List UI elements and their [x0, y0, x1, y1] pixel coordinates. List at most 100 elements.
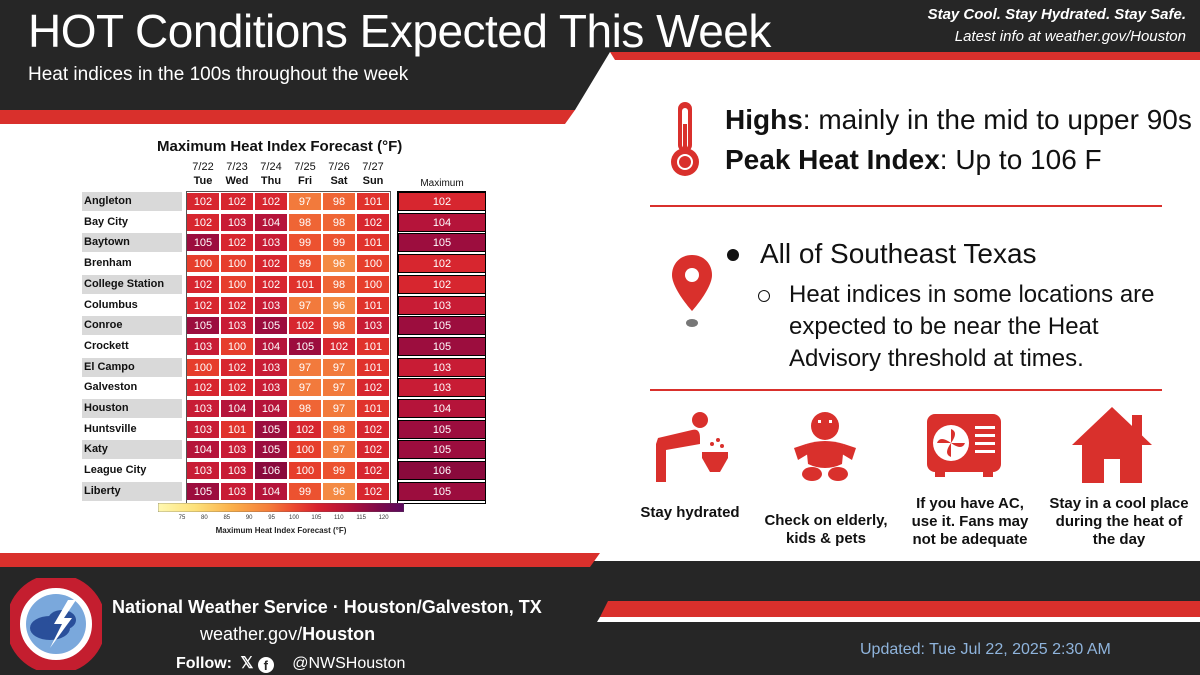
table-cell: 105	[254, 440, 288, 459]
column-date: 7/27	[362, 161, 384, 173]
legend-tick: 110	[334, 515, 344, 521]
table-cell: 103	[186, 399, 220, 418]
thermometer-icon	[671, 102, 699, 176]
table-cell: 104	[254, 213, 288, 232]
table-cell: 102	[220, 296, 254, 315]
highs-text: Highs: mainly in the mid to upper 90s	[725, 104, 1192, 136]
table-cell: 102	[220, 233, 254, 252]
table-title: Maximum Heat Index Forecast (°F)	[157, 138, 403, 155]
legend-tick: 75	[178, 515, 186, 521]
table-row-location: Galveston	[82, 378, 182, 397]
column-header: 7/26 Sat	[324, 160, 354, 188]
table-border	[186, 191, 391, 504]
table-row-location: Katy	[82, 440, 182, 459]
page-title: HOT Conditions Expected This Week	[28, 5, 771, 57]
table-max-cell: 102	[398, 192, 486, 211]
legend-tick: 95	[268, 515, 275, 521]
latest-info-link[interactable]: Latest info at weather.gov/Houston	[954, 28, 1186, 45]
table-cell: 102	[254, 254, 288, 273]
table-cell: 100	[356, 254, 390, 273]
table-cell: 99	[322, 233, 356, 252]
highs-label: Highs	[725, 104, 803, 135]
table-max-cell: 105	[398, 440, 486, 459]
water-fountain-icon	[656, 412, 728, 482]
column-header: 7/23 Wed	[222, 160, 252, 188]
column-day: Thu	[260, 175, 282, 187]
table-cell: 99	[322, 461, 356, 480]
legend-tick: 85	[223, 515, 231, 521]
table-cell: 104	[220, 399, 254, 418]
table-row-location: Liberty	[82, 482, 182, 501]
updated-timestamp: Updated: Tue Jul 22, 2025 2:30 AM	[860, 641, 1111, 658]
table-cell: 103	[220, 440, 254, 459]
table-cell: 102	[356, 420, 390, 439]
table-row-location: Conroe	[82, 316, 182, 335]
table-cell: 103	[254, 358, 288, 377]
table-cell: 102	[254, 192, 288, 211]
table-row-location: Crockett	[82, 337, 182, 356]
table-cell: 100	[220, 275, 254, 294]
office-name: National Weather Service · Houston/Galve…	[112, 597, 542, 617]
peak-label: Peak Heat Index	[725, 144, 940, 175]
table-max-cell: 104	[398, 213, 486, 232]
x-icon[interactable]: 𝕏	[240, 655, 254, 672]
table-cell: 97	[322, 378, 356, 397]
tip-label: Check on elderly, kids & pets	[764, 512, 888, 547]
table-cell: 103	[254, 233, 288, 252]
column-header: 7/27 Sun	[358, 160, 388, 188]
table-cell: 100	[288, 461, 322, 480]
table-cell: 105	[186, 316, 220, 335]
table-max-cell: 102	[398, 275, 486, 294]
table-cell: 98	[322, 420, 356, 439]
column-header: 7/22 Tue	[188, 160, 218, 188]
social-handle[interactable]: @NWSHouston	[292, 655, 406, 672]
table-cell: 106	[254, 461, 288, 480]
header-background	[0, 0, 1200, 125]
table-cell: 103	[186, 461, 220, 480]
table-cell: 100	[220, 254, 254, 273]
table-cell: 104	[254, 399, 288, 418]
table-cell: 102	[322, 337, 356, 356]
table-row-location: Baytown	[82, 233, 182, 252]
table-cell: 101	[356, 358, 390, 377]
column-day: Tue	[193, 175, 213, 187]
table-cell: 101	[356, 296, 390, 315]
bullet-dot	[727, 249, 739, 261]
legend-tick: 90	[245, 515, 253, 521]
table-cell: 98	[288, 399, 322, 418]
table-cell: 102	[186, 213, 220, 232]
table-cell: 103	[220, 461, 254, 480]
table-max-cell: 106	[398, 461, 486, 480]
column-date: 7/25	[294, 161, 316, 173]
legend-label: Maximum Heat Index Forecast (°F)	[215, 526, 347, 535]
table-cell: 102	[356, 378, 390, 397]
column-date: 7/22	[192, 161, 214, 173]
website-prefix: weather.gov/	[200, 624, 303, 644]
table-max-cell: 105	[398, 482, 486, 501]
column-date: 7/24	[260, 161, 282, 173]
table-row-location: League City	[82, 461, 182, 480]
max-column-border	[397, 191, 486, 504]
table-cell: 101	[220, 420, 254, 439]
table-cell: 98	[322, 275, 356, 294]
table-cell: 102	[220, 378, 254, 397]
table-cell: 101	[356, 192, 390, 211]
table-cell: 102	[288, 420, 322, 439]
table-cell: 97	[288, 192, 322, 211]
legend-tick: 100	[288, 515, 300, 521]
table-cell: 100	[288, 440, 322, 459]
facebook-icon[interactable]: f	[257, 657, 274, 673]
tip-label: Stay in a cool place during the heat of …	[1049, 495, 1189, 548]
table-cell: 103	[220, 213, 254, 232]
table-cell: 105	[288, 337, 322, 356]
location-pin-icon	[672, 255, 712, 327]
table-cell: 102	[220, 358, 254, 377]
website-link[interactable]: weather.gov/Houston	[200, 624, 375, 645]
area-sub-bullet: Heat indices in some locations are expec…	[789, 281, 1155, 372]
table-cell: 105	[186, 233, 220, 252]
column-day: Sun	[362, 175, 384, 187]
table-cell: 96	[322, 296, 356, 315]
legend-tick: 120	[378, 515, 389, 521]
table-cell: 98	[322, 213, 356, 232]
table-cell: 96	[322, 482, 356, 501]
